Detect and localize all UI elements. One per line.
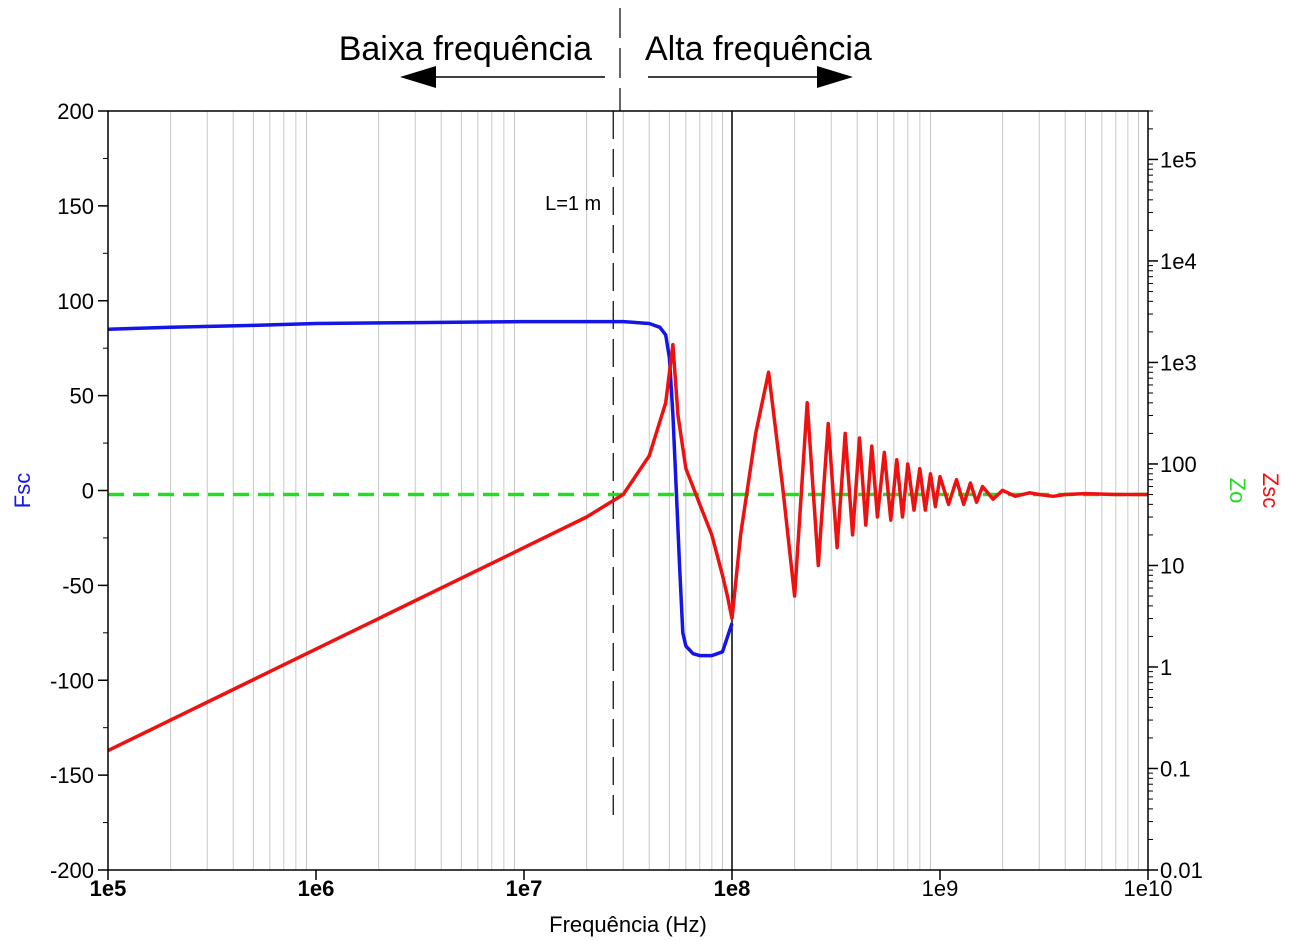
right-tick-label: 0.1 (1160, 756, 1191, 781)
right-tick-label: 1e5 (1160, 147, 1197, 172)
right-tick-label: 0.01 (1160, 858, 1203, 883)
x-axis-ticks: 1e5 1e6 1e7 1e8 1e9 1e10 (90, 870, 1173, 901)
series-fsc (107, 319, 734, 658)
series-layer (107, 319, 1148, 753)
right-tick-label: 10 (1160, 553, 1184, 578)
left-axis-title: Fsc (10, 473, 35, 508)
left-tick-label: -50 (62, 573, 94, 598)
x-axis-title: Frequência (Hz) (549, 912, 707, 937)
right-tick-label: 1e3 (1160, 350, 1197, 375)
left-tick-label: 50 (70, 384, 94, 409)
left-axis-ticks: 200 150 100 50 0 -50 -100 -150 -200 (50, 99, 108, 883)
x-tick-label: 1e6 (298, 876, 335, 901)
arrow-head (400, 66, 436, 88)
right-tick-label: 1e4 (1160, 249, 1197, 274)
left-tick-label: 200 (57, 99, 94, 124)
left-tick-label: 0 (82, 479, 94, 504)
right-axis-title-zo: Zo (1225, 478, 1250, 504)
arrow-head (817, 66, 853, 88)
reference-lines (612, 111, 733, 870)
left-tick-label: -100 (50, 668, 94, 693)
low-frequency-label: Baixa frequência (339, 30, 592, 68)
x-tick-label: 1e10 (1124, 876, 1173, 901)
x-tick-label: 1e7 (506, 876, 543, 901)
grid-layer (170, 111, 1139, 870)
left-tick-label: 150 (57, 194, 94, 219)
left-tick-label: -150 (50, 763, 94, 788)
x-tick-label: 1e8 (714, 876, 751, 901)
right-tick-label: 100 (1160, 452, 1197, 477)
x-tick-label: 1e5 (90, 876, 127, 901)
right-arrow-icon (648, 66, 853, 88)
left-arrow-icon (400, 66, 605, 88)
right-tick-label: 1 (1160, 655, 1172, 680)
high-frequency-label: Alta frequência (645, 30, 872, 68)
left-tick-label: -200 (50, 858, 94, 883)
right-axis-title-zsc: Zsc (1258, 473, 1283, 508)
left-tick-label: 100 (57, 289, 94, 314)
x-tick-label: 1e9 (922, 876, 959, 901)
right-axis-ticks: 1e5 1e4 1e3 100 10 1 0.1 0.01 (1148, 110, 1203, 883)
series-zsc (107, 342, 1148, 753)
length-annotation: L=1 m (545, 193, 601, 215)
